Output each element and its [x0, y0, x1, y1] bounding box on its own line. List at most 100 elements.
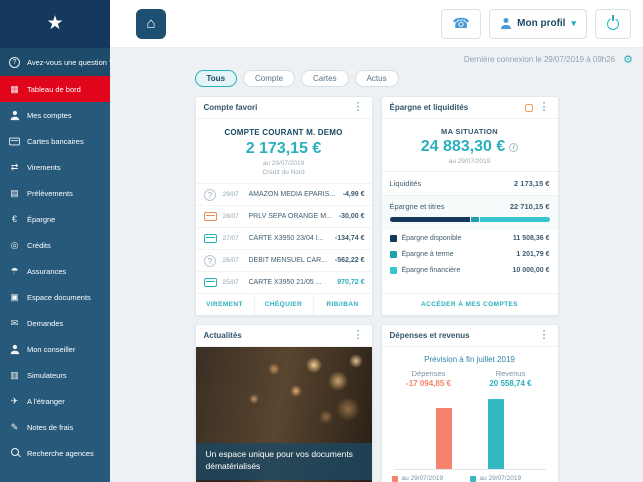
revenues-label: Revenus	[495, 369, 526, 378]
expense-notes-icon: ✎	[10, 421, 19, 432]
documents-icon: ▣	[10, 291, 19, 302]
question-icon: ?	[8, 56, 21, 68]
legend-value: 10 000,00 €	[512, 266, 550, 274]
stack-segment	[389, 217, 470, 222]
virement-link[interactable]: VIREMENT	[206, 301, 243, 308]
filter-tous[interactable]: Tous	[194, 70, 238, 87]
news-image[interactable]: Un espace unique pour vos documents déma…	[195, 347, 372, 482]
tx-label: CARTE X3950 21/05 ...	[248, 279, 322, 286]
tx-date: 29/07	[222, 191, 239, 198]
info-icon[interactable]: i	[509, 142, 519, 152]
last-connection-text: Dernière connexion le 29/07/2019 à 09h26	[463, 54, 616, 64]
tx-amount: -30,00 €	[338, 213, 365, 220]
sidebar-item-tableau-de-bord[interactable]: ▦ Tableau de bord	[0, 76, 110, 102]
sidebar-item-a-l-etranger[interactable]: ✈ A l'étranger	[0, 388, 110, 414]
tx-date: 26/07	[222, 257, 239, 264]
dashboard-icon: ▦	[10, 83, 19, 94]
transaction-row[interactable]: 28/07 PRLV SEPA ORANGE M... -30,00 €	[195, 205, 372, 227]
sidebar-item-recherche-agences[interactable]: Recherche agences	[0, 440, 110, 466]
chequier-link[interactable]: CHÉQUIER	[253, 294, 313, 315]
transfer-icon: ⇄	[10, 161, 19, 172]
sidebar-item-mon-conseiller[interactable]: Mon conseiller	[0, 336, 110, 362]
accounts-icon	[8, 110, 21, 121]
filter-compte[interactable]: Compte	[243, 70, 296, 87]
sidebar-item-epargne[interactable]: € Épargne	[0, 206, 110, 232]
sidebar-item-demandes[interactable]: ✉ Demandes	[0, 310, 110, 336]
sidebar-item-prelevements[interactable]: ▤ Prélèvements	[0, 180, 110, 206]
situation-label: MA SITUATION	[441, 127, 498, 136]
advisor-icon	[8, 344, 21, 355]
kebab-menu-icon[interactable]: ⋮	[352, 329, 364, 341]
sidebar-item-label: Assurances	[27, 266, 67, 276]
legend-value: 1 201,79 €	[516, 250, 550, 258]
transaction-row[interactable]: 25/07 CARTE X3950 21/05 ... 970,72 €	[195, 271, 372, 293]
filter-actus[interactable]: Actus	[354, 70, 399, 87]
legend-value: 11 508,36 €	[512, 234, 550, 242]
revenues-value: 20 558,74 €	[489, 379, 532, 388]
sidebar-item-label: Mon conseiller	[27, 344, 76, 354]
access-accounts-link[interactable]: ACCÉDER À MES COMPTES	[381, 293, 558, 315]
last-connection-bar: Dernière connexion le 29/07/2019 à 09h26…	[110, 48, 643, 70]
sidebar-item-virements[interactable]: ⇄ Virements	[0, 154, 110, 180]
transaction-row[interactable]: 27/07 CARTE X3950 23/04 I... -134,74 €	[195, 227, 372, 249]
legend-swatch	[469, 475, 476, 482]
expenses-label: Dépenses	[411, 369, 446, 378]
savings-titles-value: 22 710,15 €	[509, 202, 550, 211]
sidebar-item-espace-documents[interactable]: ▣ Espace documents	[0, 284, 110, 310]
card-teal-icon	[203, 278, 218, 287]
dashboard-filters: Tous Compte Cartes Actus	[194, 70, 559, 87]
savings-card: Épargne et liquidités ⋮ MA SITUATION 24 …	[380, 96, 559, 316]
expenses-bar	[435, 408, 452, 469]
tx-date: 25/07	[222, 279, 239, 286]
sidebar-item-assurances[interactable]: ☂ Assurances	[0, 258, 110, 284]
tx-label: DEBIT MENSUEL CAR...	[248, 257, 328, 264]
tx-label: AMAZON MEDIA EPARIS...	[248, 191, 336, 198]
sidebar-item-simulateurs[interactable]: ▥ Simulateurs	[0, 362, 110, 388]
unknown-icon: ?	[203, 254, 218, 267]
forecast-title: Prévision à fin juillet 2019	[424, 355, 515, 364]
tx-date: 28/07	[222, 213, 239, 220]
tips-icon[interactable]	[524, 103, 533, 112]
home-button[interactable]: ⌂	[136, 8, 166, 39]
tx-label: CARTE X3950 23/04 I...	[248, 235, 324, 242]
transaction-row[interactable]: ? 26/07 DEBIT MENSUEL CAR... -562,22 €	[195, 249, 372, 271]
savings-icon: €	[11, 214, 17, 224]
sidebar-item-question[interactable]: ? Avez-vous une question ?	[0, 48, 113, 76]
legend-label: au 29/07/2019	[401, 475, 444, 482]
sidebar-item-notes-de-frais[interactable]: ✎ Notes de frais	[0, 414, 110, 440]
savings-legend-row: Épargne disponible 11 508,36 €	[382, 230, 558, 246]
tx-amount: 970,72 €	[337, 279, 365, 286]
savings-date: au 29/07/2019	[448, 158, 491, 165]
gear-icon[interactable]: ⚙	[623, 53, 633, 66]
chart-legend: au 29/07/2019 -17 094,85 € Prévisionnell…	[382, 470, 558, 482]
transaction-row[interactable]: ? 29/07 AMAZON MEDIA EPARIS... -4,99 €	[195, 183, 372, 205]
legend-swatch	[389, 234, 397, 242]
news-card: Actualités ⋮ Un espace unique pour vos d…	[194, 324, 373, 482]
phone-button[interactable]: ☎	[441, 8, 482, 39]
kebab-menu-icon[interactable]: ⋮	[538, 329, 550, 341]
tx-amount: -562,22 €	[334, 257, 365, 264]
sidebar-item-credits[interactable]: ◎ Crédits	[0, 232, 110, 258]
logout-button[interactable]	[595, 8, 631, 39]
rib-iban-link[interactable]: RIB/IBAN	[312, 294, 372, 315]
sidebar-item-label: Tableau de bord	[27, 84, 81, 94]
credit-icon: ◎	[10, 239, 19, 250]
card-title: Compte favori	[203, 103, 258, 112]
kebab-menu-icon[interactable]: ⋮	[352, 101, 364, 113]
savings-legend-row: Épargne à terme 1 201,79 €	[382, 246, 558, 262]
tx-label: PRLV SEPA ORANGE M...	[248, 213, 332, 220]
news-overlay-text: Un espace unique pour vos documents déma…	[195, 443, 372, 480]
profile-button[interactable]: Mon profil ▾	[489, 8, 587, 39]
sidebar-item-mes-comptes[interactable]: Mes comptes	[0, 102, 110, 128]
kebab-menu-icon[interactable]: ⋮	[538, 101, 550, 113]
agency-search-icon	[8, 448, 21, 456]
legend-label: Épargne disponible	[401, 234, 462, 242]
expenses-value: -17 094,85 €	[406, 379, 451, 388]
filter-cartes[interactable]: Cartes	[301, 70, 349, 87]
legend-label: Épargne à terme	[401, 250, 454, 258]
sidebar-item-cartes-bancaires[interactable]: Cartes bancaires	[0, 128, 110, 154]
requests-envelope-icon: ✉	[10, 317, 19, 328]
simulators-icon: ▥	[10, 369, 19, 380]
card-title: Actualités	[203, 331, 242, 340]
person-icon	[500, 18, 511, 29]
